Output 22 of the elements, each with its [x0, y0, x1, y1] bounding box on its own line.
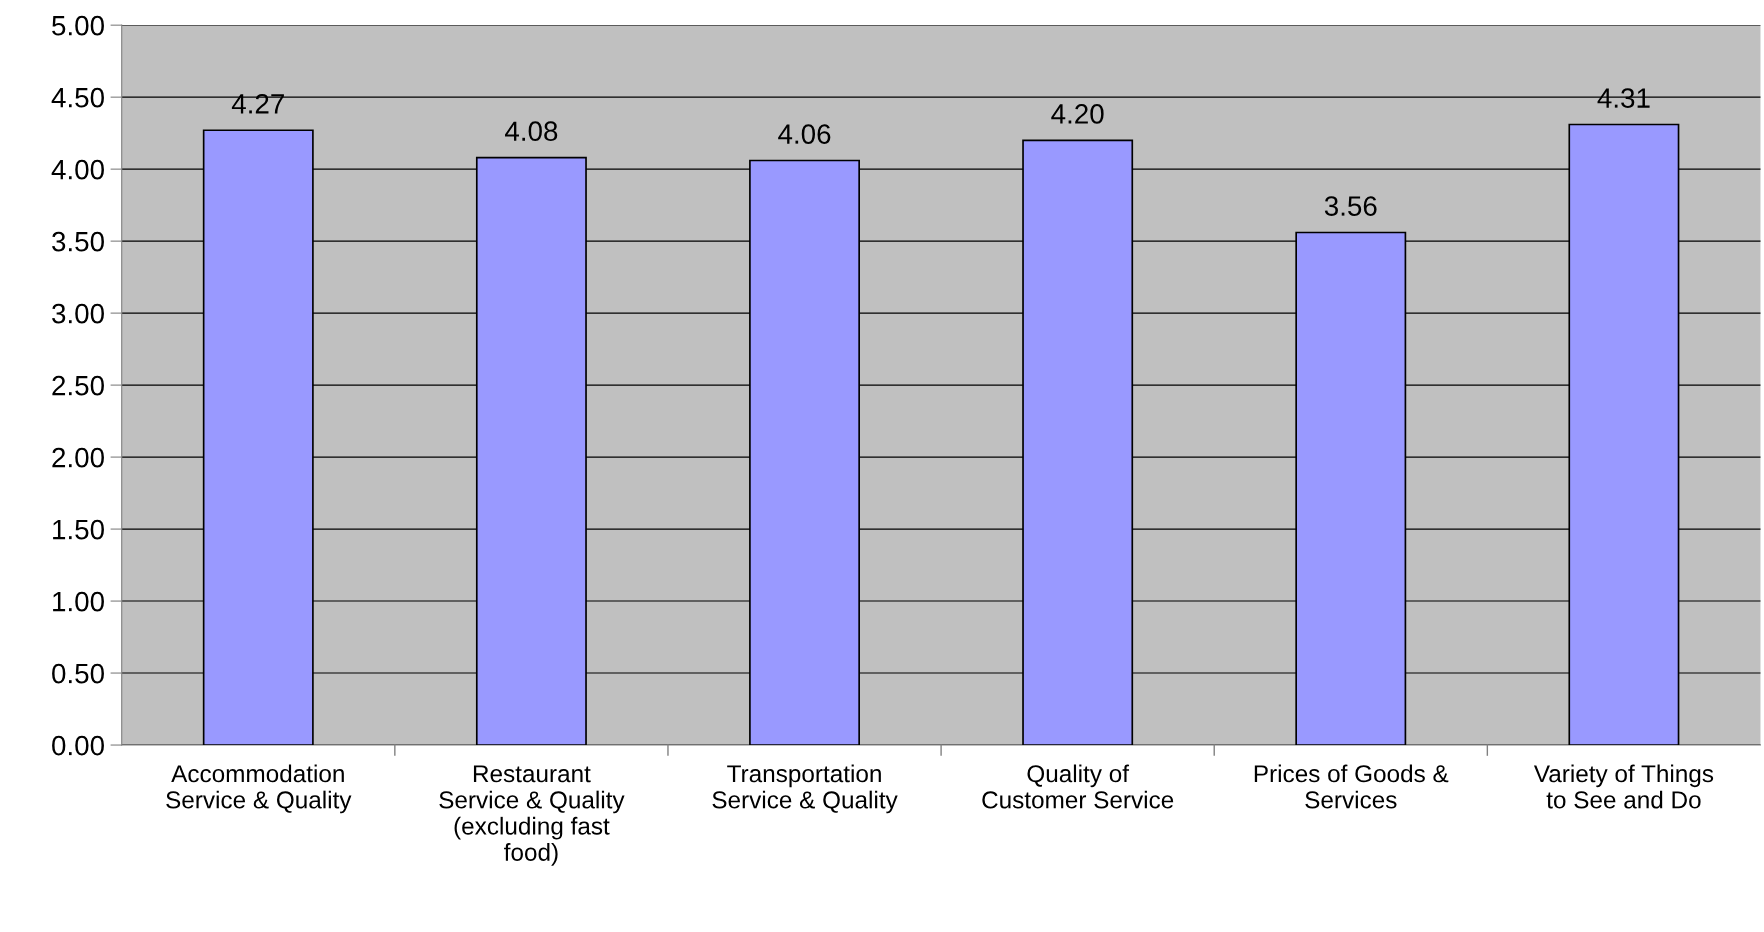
y-tick-label: 5.00 [52, 15, 104, 36]
data-label: 4.08 [505, 121, 558, 142]
y-tick-label: 4.50 [51, 87, 104, 108]
y-tick-label: 1.00 [53, 591, 104, 612]
x-tick-label: Prices of Goods & Services [1254, 764, 1449, 809]
y-tick-label: 4.00 [51, 159, 104, 180]
x-tick-label: Transportation Service & Quality [712, 764, 898, 814]
x-tick-label: Restaurant Service & Quality (excluding fast food) [439, 765, 625, 866]
y-tick-label: 2.00 [52, 447, 104, 468]
x-tick-label: Quality of Customer Service [982, 764, 1174, 809]
y-tick-label: 0.00 [52, 735, 104, 756]
data-label: 4.27 [231, 93, 284, 114]
data-label: 3.56 [1324, 196, 1377, 216]
x-tick-label: Variety of Things to See and Do [1533, 764, 1714, 809]
y-tick-label: 0.50 [52, 663, 104, 684]
y-tick-label: 3.00 [52, 303, 104, 324]
data-label: 4.06 [778, 124, 831, 144]
y-tick-label: 1.50 [53, 519, 104, 540]
y-tick-label: 3.50 [52, 231, 104, 252]
y-tick-label: 2.50 [52, 375, 104, 396]
data-label: 4.20 [1051, 104, 1104, 124]
x-tick-label: Accommodation Service & Quality [166, 764, 352, 814]
